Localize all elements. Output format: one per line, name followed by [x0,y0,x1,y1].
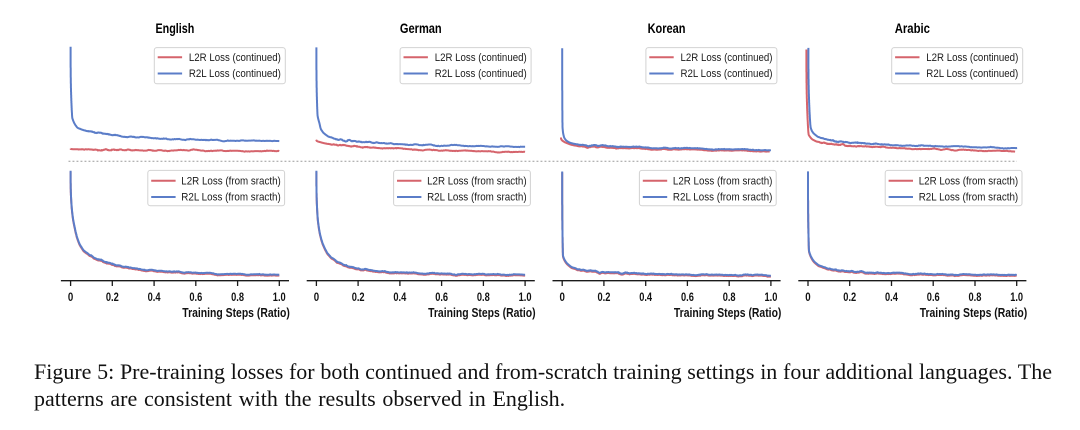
svg-text:R2L Loss (continued): R2L Loss (continued) [435,68,527,80]
svg-text:Training Steps (Ratio): Training Steps (Ratio) [182,306,289,320]
svg-text:L2R Loss (from sracth): L2R Loss (from sracth) [427,176,526,188]
svg-text:Korean: Korean [648,21,686,36]
svg-text:0: 0 [68,290,74,304]
svg-text:0.8: 0.8 [231,290,244,304]
svg-text:0.8: 0.8 [477,290,490,304]
svg-text:0.6: 0.6 [681,290,694,304]
svg-text:0.4: 0.4 [393,290,406,304]
svg-text:0.8: 0.8 [969,290,982,304]
svg-text:Training Steps (Ratio): Training Steps (Ratio) [920,306,1027,320]
svg-text:German: German [400,21,442,36]
svg-text:0.6: 0.6 [927,290,940,304]
svg-text:L2R Loss (continued): L2R Loss (continued) [435,52,527,64]
svg-text:1.0: 1.0 [1010,290,1023,304]
svg-text:0: 0 [314,290,320,304]
svg-text:English: English [156,21,195,36]
svg-text:Arabic: Arabic [895,21,931,36]
svg-text:0.2: 0.2 [352,290,365,304]
svg-text:1.0: 1.0 [273,290,286,304]
svg-text:R2L Loss (from sracth): R2L Loss (from sracth) [427,192,526,204]
svg-text:0: 0 [560,290,566,304]
svg-text:L2R Loss (from sracth): L2R Loss (from sracth) [673,176,773,188]
svg-text:R2L Loss (continued): R2L Loss (continued) [189,68,281,80]
svg-text:0.4: 0.4 [148,290,161,304]
svg-text:1.0: 1.0 [519,290,532,304]
svg-text:L2R Loss (continued): L2R Loss (continued) [681,52,773,64]
svg-text:0.6: 0.6 [189,290,202,304]
svg-text:0.6: 0.6 [435,290,448,304]
svg-text:L2R Loss (from sracth): L2R Loss (from sracth) [181,176,280,188]
svg-text:R2L Loss (from sracth): R2L Loss (from sracth) [673,192,773,204]
svg-text:0: 0 [805,290,811,304]
svg-text:L2R Loss (continued): L2R Loss (continued) [926,52,1018,64]
svg-text:0.2: 0.2 [843,290,856,304]
svg-text:R2L Loss (from sracth): R2L Loss (from sracth) [181,192,280,204]
svg-text:R2L Loss (from sracth): R2L Loss (from sracth) [919,192,1019,204]
svg-text:L2R Loss (from sracth): L2R Loss (from sracth) [919,176,1019,188]
svg-text:0.4: 0.4 [639,290,652,304]
svg-text:Training Steps (Ratio): Training Steps (Ratio) [674,306,782,320]
svg-text:1.0: 1.0 [765,290,778,304]
svg-text:Training Steps (Ratio): Training Steps (Ratio) [428,306,535,320]
svg-text:0.2: 0.2 [598,290,611,304]
svg-text:R2L Loss (continued): R2L Loss (continued) [681,68,773,80]
svg-text:R2L Loss (continued): R2L Loss (continued) [926,68,1018,80]
svg-text:0.8: 0.8 [723,290,736,304]
svg-text:0.4: 0.4 [885,290,898,304]
svg-text:L2R Loss (continued): L2R Loss (continued) [189,52,281,64]
svg-text:0.2: 0.2 [106,290,119,304]
